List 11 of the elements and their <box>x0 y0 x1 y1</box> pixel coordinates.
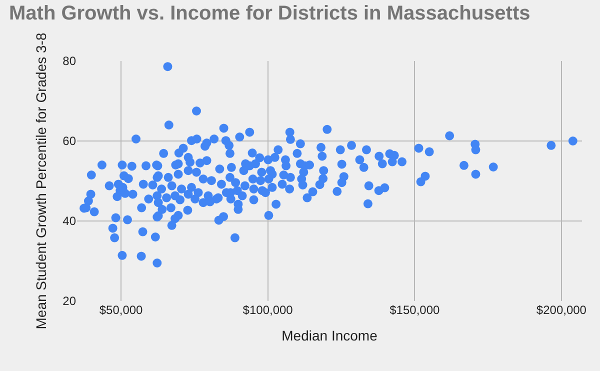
y-tick-label: 80 <box>62 54 76 68</box>
x-axis-title: Median Income <box>282 327 378 344</box>
x-tick-label: $50,000 <box>99 303 144 317</box>
y-tick-label: 20 <box>62 294 76 308</box>
y-axis-title: Mean Student Growth Percentile for Grades 3-8 <box>33 32 50 330</box>
x-tick-label: $200,000 <box>536 303 587 317</box>
chart-title: Math Growth vs. Income for Districts in Massachusetts <box>9 2 530 25</box>
x-tick-label: $150,000 <box>390 303 440 317</box>
x-tick-label: $100,000 <box>242 303 294 317</box>
y-tick-label: 60 <box>62 134 76 148</box>
y-tick-label: 40 <box>62 214 76 228</box>
